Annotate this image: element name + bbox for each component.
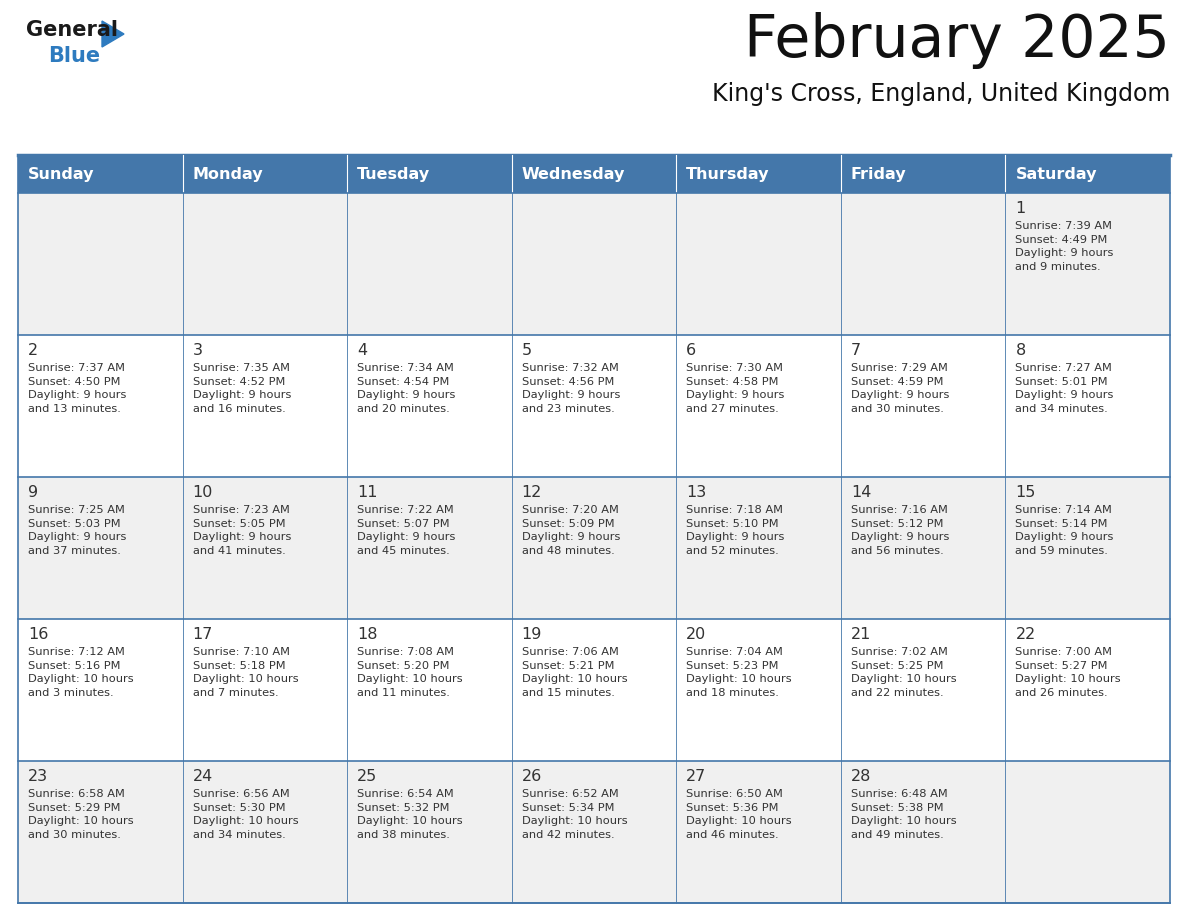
Text: Sunrise: 7:32 AM
Sunset: 4:56 PM
Daylight: 9 hours
and 23 minutes.: Sunrise: 7:32 AM Sunset: 4:56 PM Dayligh…	[522, 363, 620, 414]
Text: Sunrise: 6:54 AM
Sunset: 5:32 PM
Daylight: 10 hours
and 38 minutes.: Sunrise: 6:54 AM Sunset: 5:32 PM Dayligh…	[358, 789, 463, 840]
Text: Sunday: Sunday	[29, 166, 95, 182]
Text: Thursday: Thursday	[687, 166, 770, 182]
Text: 7: 7	[851, 343, 861, 358]
Polygon shape	[102, 21, 124, 47]
Text: 1: 1	[1016, 201, 1025, 216]
Text: 13: 13	[687, 485, 707, 500]
Text: 2: 2	[29, 343, 38, 358]
Text: Sunrise: 7:18 AM
Sunset: 5:10 PM
Daylight: 9 hours
and 52 minutes.: Sunrise: 7:18 AM Sunset: 5:10 PM Dayligh…	[687, 505, 784, 555]
Text: Sunrise: 7:34 AM
Sunset: 4:54 PM
Daylight: 9 hours
and 20 minutes.: Sunrise: 7:34 AM Sunset: 4:54 PM Dayligh…	[358, 363, 455, 414]
Text: Sunrise: 7:22 AM
Sunset: 5:07 PM
Daylight: 9 hours
and 45 minutes.: Sunrise: 7:22 AM Sunset: 5:07 PM Dayligh…	[358, 505, 455, 555]
Text: Sunrise: 7:10 AM
Sunset: 5:18 PM
Daylight: 10 hours
and 7 minutes.: Sunrise: 7:10 AM Sunset: 5:18 PM Dayligh…	[192, 647, 298, 698]
Text: Sunrise: 7:14 AM
Sunset: 5:14 PM
Daylight: 9 hours
and 59 minutes.: Sunrise: 7:14 AM Sunset: 5:14 PM Dayligh…	[1016, 505, 1114, 555]
Text: Sunrise: 7:06 AM
Sunset: 5:21 PM
Daylight: 10 hours
and 15 minutes.: Sunrise: 7:06 AM Sunset: 5:21 PM Dayligh…	[522, 647, 627, 698]
Text: 22: 22	[1016, 627, 1036, 642]
Text: Blue: Blue	[48, 46, 100, 66]
Text: Tuesday: Tuesday	[358, 166, 430, 182]
Text: 12: 12	[522, 485, 542, 500]
Text: 20: 20	[687, 627, 707, 642]
Text: 21: 21	[851, 627, 871, 642]
Bar	[183, 155, 347, 193]
Text: Sunrise: 6:50 AM
Sunset: 5:36 PM
Daylight: 10 hours
and 46 minutes.: Sunrise: 6:50 AM Sunset: 5:36 PM Dayligh…	[687, 789, 792, 840]
Bar	[18, 477, 1170, 619]
Text: Sunrise: 6:58 AM
Sunset: 5:29 PM
Daylight: 10 hours
and 30 minutes.: Sunrise: 6:58 AM Sunset: 5:29 PM Dayligh…	[29, 789, 133, 840]
Text: Sunrise: 7:04 AM
Sunset: 5:23 PM
Daylight: 10 hours
and 18 minutes.: Sunrise: 7:04 AM Sunset: 5:23 PM Dayligh…	[687, 647, 792, 698]
Text: King's Cross, England, United Kingdom: King's Cross, England, United Kingdom	[712, 82, 1170, 106]
Text: Sunrise: 7:02 AM
Sunset: 5:25 PM
Daylight: 10 hours
and 22 minutes.: Sunrise: 7:02 AM Sunset: 5:25 PM Dayligh…	[851, 647, 956, 698]
Text: 18: 18	[358, 627, 378, 642]
Text: 26: 26	[522, 769, 542, 784]
Text: Monday: Monday	[192, 166, 264, 182]
Text: 27: 27	[687, 769, 707, 784]
Text: 10: 10	[192, 485, 213, 500]
Text: Sunrise: 7:08 AM
Sunset: 5:20 PM
Daylight: 10 hours
and 11 minutes.: Sunrise: 7:08 AM Sunset: 5:20 PM Dayligh…	[358, 647, 463, 698]
Text: 25: 25	[358, 769, 378, 784]
Text: 16: 16	[29, 627, 49, 642]
Text: Sunrise: 7:27 AM
Sunset: 5:01 PM
Daylight: 9 hours
and 34 minutes.: Sunrise: 7:27 AM Sunset: 5:01 PM Dayligh…	[1016, 363, 1114, 414]
Bar	[18, 155, 183, 193]
Text: Sunrise: 7:12 AM
Sunset: 5:16 PM
Daylight: 10 hours
and 3 minutes.: Sunrise: 7:12 AM Sunset: 5:16 PM Dayligh…	[29, 647, 133, 698]
Text: 14: 14	[851, 485, 871, 500]
Text: Friday: Friday	[851, 166, 906, 182]
Text: Sunrise: 7:23 AM
Sunset: 5:05 PM
Daylight: 9 hours
and 41 minutes.: Sunrise: 7:23 AM Sunset: 5:05 PM Dayligh…	[192, 505, 291, 555]
Text: Sunrise: 7:25 AM
Sunset: 5:03 PM
Daylight: 9 hours
and 37 minutes.: Sunrise: 7:25 AM Sunset: 5:03 PM Dayligh…	[29, 505, 126, 555]
Bar	[676, 155, 841, 193]
Text: 8: 8	[1016, 343, 1025, 358]
Text: Sunrise: 7:30 AM
Sunset: 4:58 PM
Daylight: 9 hours
and 27 minutes.: Sunrise: 7:30 AM Sunset: 4:58 PM Dayligh…	[687, 363, 784, 414]
Bar	[512, 155, 676, 193]
Text: Sunrise: 6:48 AM
Sunset: 5:38 PM
Daylight: 10 hours
and 49 minutes.: Sunrise: 6:48 AM Sunset: 5:38 PM Dayligh…	[851, 789, 956, 840]
Text: 23: 23	[29, 769, 49, 784]
Text: 9: 9	[29, 485, 38, 500]
Text: 24: 24	[192, 769, 213, 784]
Text: Sunrise: 7:29 AM
Sunset: 4:59 PM
Daylight: 9 hours
and 30 minutes.: Sunrise: 7:29 AM Sunset: 4:59 PM Dayligh…	[851, 363, 949, 414]
Text: Sunrise: 7:00 AM
Sunset: 5:27 PM
Daylight: 10 hours
and 26 minutes.: Sunrise: 7:00 AM Sunset: 5:27 PM Dayligh…	[1016, 647, 1121, 698]
Text: Sunrise: 6:56 AM
Sunset: 5:30 PM
Daylight: 10 hours
and 34 minutes.: Sunrise: 6:56 AM Sunset: 5:30 PM Dayligh…	[192, 789, 298, 840]
Text: 19: 19	[522, 627, 542, 642]
Bar	[1005, 155, 1170, 193]
Bar	[18, 619, 1170, 761]
Text: Sunrise: 7:39 AM
Sunset: 4:49 PM
Daylight: 9 hours
and 9 minutes.: Sunrise: 7:39 AM Sunset: 4:49 PM Dayligh…	[1016, 221, 1114, 272]
Text: 17: 17	[192, 627, 213, 642]
Bar	[841, 155, 1005, 193]
Bar	[18, 761, 1170, 903]
Text: 11: 11	[358, 485, 378, 500]
Text: Sunrise: 7:37 AM
Sunset: 4:50 PM
Daylight: 9 hours
and 13 minutes.: Sunrise: 7:37 AM Sunset: 4:50 PM Dayligh…	[29, 363, 126, 414]
Text: Sunrise: 7:20 AM
Sunset: 5:09 PM
Daylight: 9 hours
and 48 minutes.: Sunrise: 7:20 AM Sunset: 5:09 PM Dayligh…	[522, 505, 620, 555]
Text: 5: 5	[522, 343, 532, 358]
Text: 15: 15	[1016, 485, 1036, 500]
Text: February 2025: February 2025	[744, 12, 1170, 69]
Text: 3: 3	[192, 343, 203, 358]
Text: 28: 28	[851, 769, 871, 784]
Bar	[347, 155, 512, 193]
Text: Sunrise: 6:52 AM
Sunset: 5:34 PM
Daylight: 10 hours
and 42 minutes.: Sunrise: 6:52 AM Sunset: 5:34 PM Dayligh…	[522, 789, 627, 840]
Text: Sunrise: 7:35 AM
Sunset: 4:52 PM
Daylight: 9 hours
and 16 minutes.: Sunrise: 7:35 AM Sunset: 4:52 PM Dayligh…	[192, 363, 291, 414]
Text: Saturday: Saturday	[1016, 166, 1097, 182]
Bar	[18, 193, 1170, 335]
Text: General: General	[26, 20, 118, 40]
Text: 6: 6	[687, 343, 696, 358]
Text: Wednesday: Wednesday	[522, 166, 625, 182]
Bar	[18, 335, 1170, 477]
Text: 4: 4	[358, 343, 367, 358]
Text: Sunrise: 7:16 AM
Sunset: 5:12 PM
Daylight: 9 hours
and 56 minutes.: Sunrise: 7:16 AM Sunset: 5:12 PM Dayligh…	[851, 505, 949, 555]
